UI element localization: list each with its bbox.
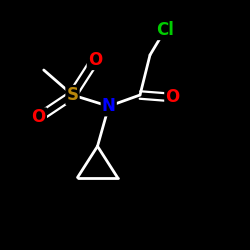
Text: Cl: Cl <box>156 21 174 39</box>
Text: N: N <box>102 97 116 115</box>
Text: S: S <box>66 86 78 104</box>
Text: O: O <box>88 51 102 69</box>
Text: O: O <box>32 108 46 126</box>
Text: O: O <box>166 88 179 106</box>
